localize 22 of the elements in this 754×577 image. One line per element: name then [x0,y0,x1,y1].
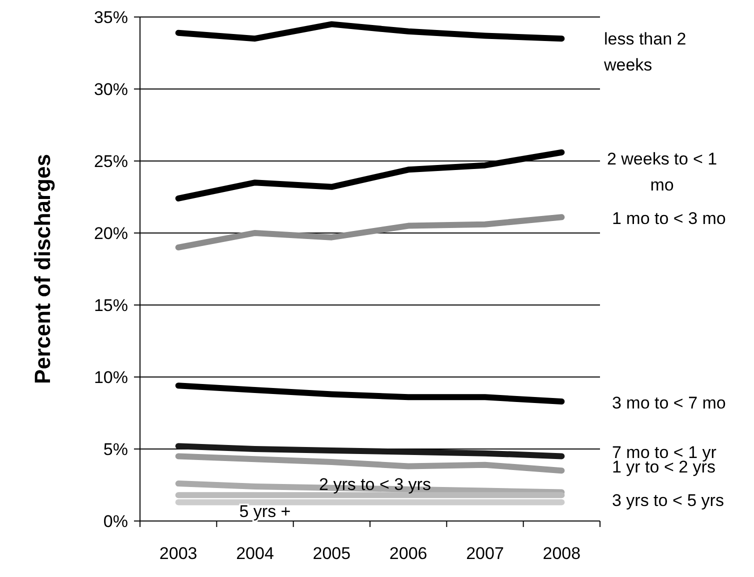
x-tick-label: 2005 [312,544,351,563]
y-tick-label: 10% [94,368,128,387]
y-axis-title: Percent of discharges [30,154,55,384]
series-label: 2 yrs to < 3 yrs [319,475,431,494]
series-label: 5 yrs + [239,502,291,522]
y-tick-label: 15% [94,296,128,315]
x-tick-label: 2008 [542,544,581,563]
y-tick-label: 30% [94,80,128,99]
x-tick-label: 2006 [389,544,428,563]
y-tick-label: 35% [94,8,128,27]
y-tick-label: 25% [94,152,128,171]
x-tick-label: 2004 [236,544,274,563]
x-tick-label: 2007 [466,544,504,563]
y-tick-label: 5% [103,440,128,459]
text: 3 mo to < 7 mo [612,393,726,412]
x-tick-label: 2003 [159,544,198,563]
y-tick-label: 20% [94,224,128,243]
text: 1 mo to < 3 mo [612,209,726,228]
text: less than 2 weeks [603,30,686,75]
y-tick-label: 0% [103,512,128,531]
text: 3 yrs to < 5 yrs [612,491,724,510]
text: 2 weeks to < 1 mo [606,149,718,194]
